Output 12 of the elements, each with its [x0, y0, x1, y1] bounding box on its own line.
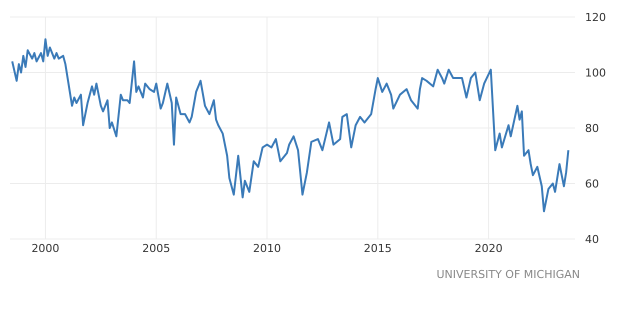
y-tick-label: 60 — [585, 177, 599, 190]
line-series — [11, 38, 570, 212]
x-tick-label: 2000 — [31, 242, 60, 255]
y-tick-label: 120 — [585, 10, 606, 24]
x-tick-label: 2005 — [142, 242, 170, 255]
y-tick-label: 80 — [585, 122, 599, 135]
y-tick-label: 100 — [585, 66, 606, 80]
y-tick-label: 40 — [585, 232, 599, 246]
x-tick-label: 2020 — [474, 242, 503, 255]
x-tick-label: 2010 — [253, 242, 282, 255]
text: UNIVERSITY OF MICHIGAN — [436, 268, 580, 281]
x-tick-label: 2015 — [364, 242, 392, 255]
